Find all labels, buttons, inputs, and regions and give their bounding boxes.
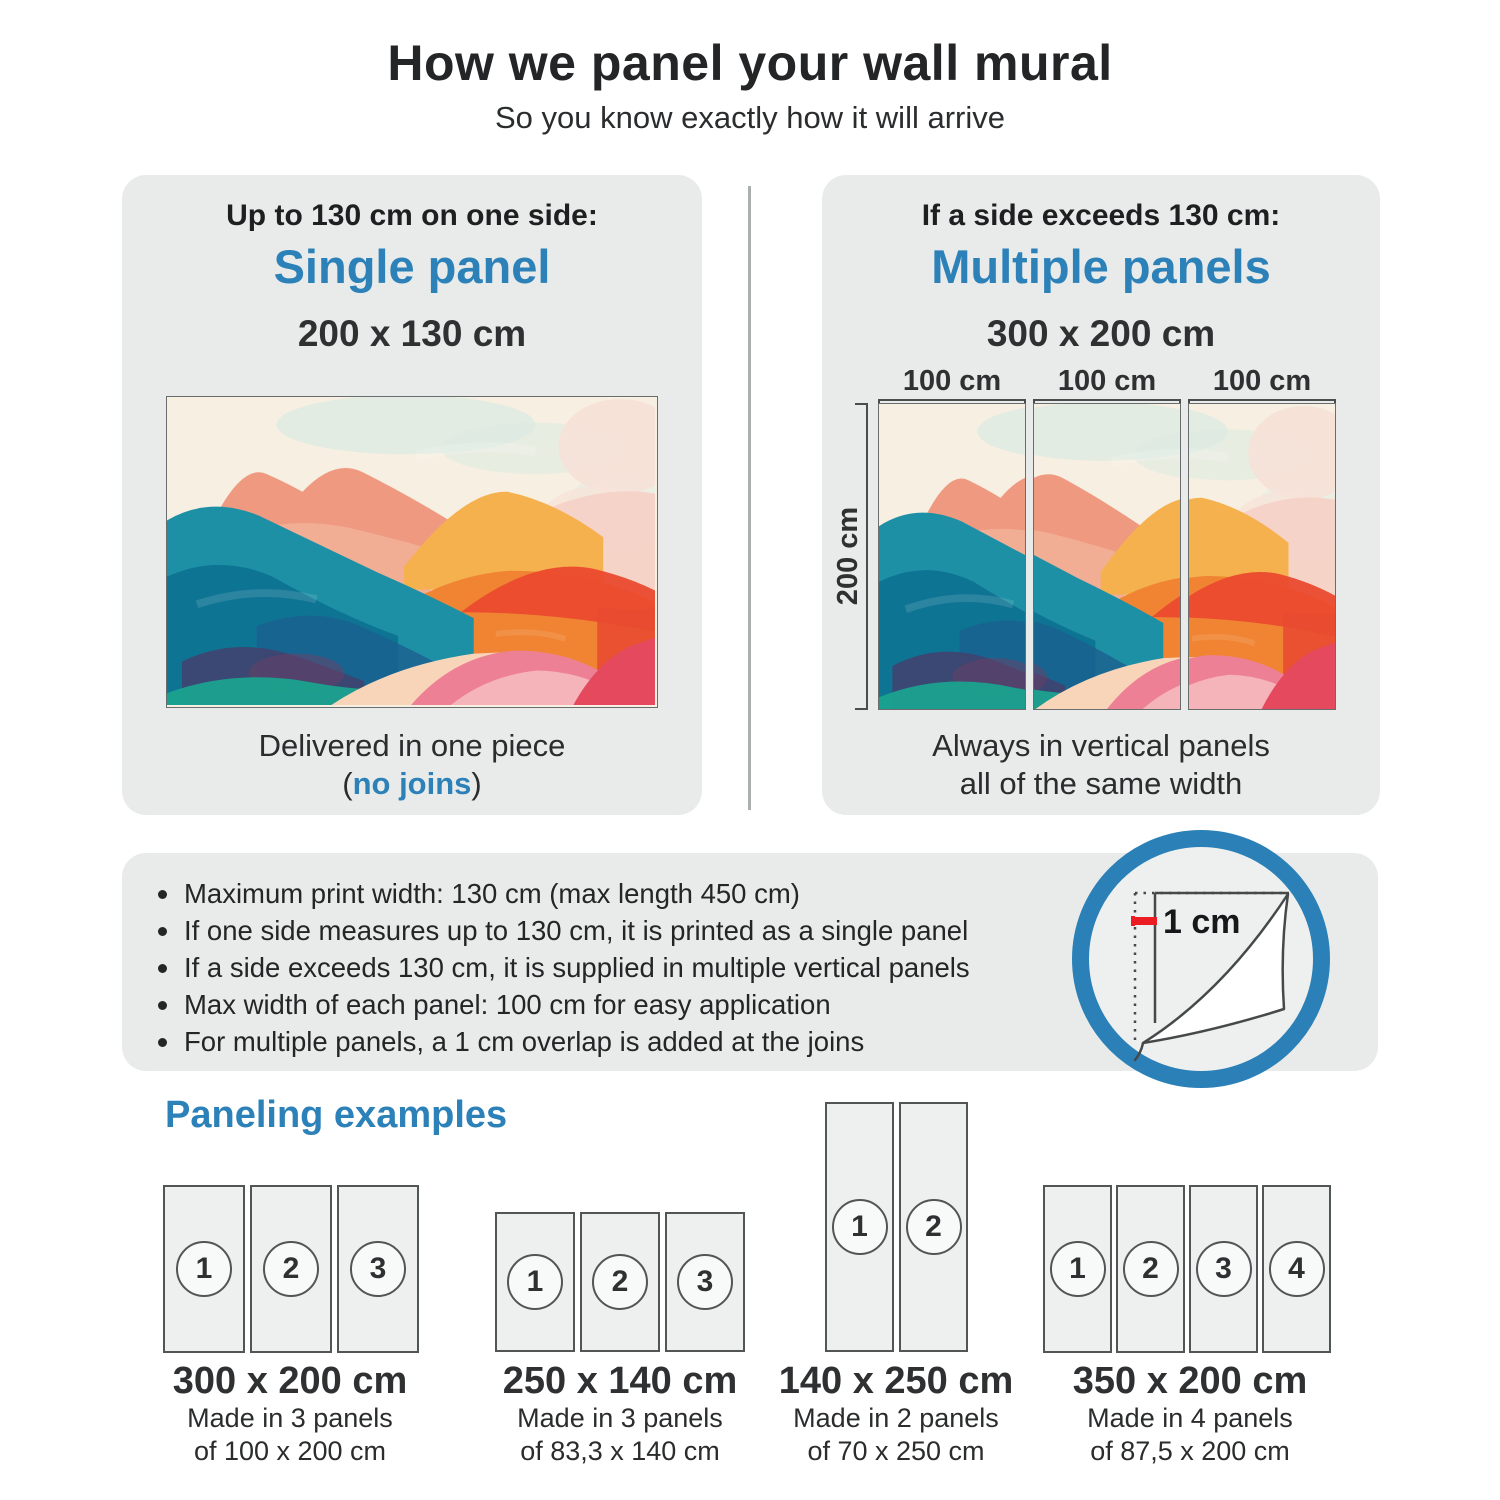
spec-bullet-item: For multiple panels, a 1 cm overlap is a… bbox=[158, 1025, 864, 1059]
cards-divider bbox=[748, 186, 751, 810]
mural-panel-3 bbox=[1188, 403, 1336, 710]
bullet-dot-icon bbox=[158, 1000, 167, 1010]
spec-bullet-item: If a side exceeds 130 cm, it is supplied… bbox=[158, 951, 970, 985]
mural-panel-2 bbox=[1033, 403, 1181, 710]
example-panel: 3 bbox=[337, 1185, 419, 1353]
page-subtitle: So you know exactly how it will arrive bbox=[495, 100, 1005, 135]
example-panel: 1 bbox=[825, 1102, 894, 1352]
example-made-in: Made in 3 panels bbox=[187, 1403, 393, 1433]
spec-bullet-item: Max width of each panel: 100 cm for easy… bbox=[158, 988, 831, 1022]
page-curl-icon: 1 cm bbox=[1072, 830, 1330, 1088]
panel-number-badge: 2 bbox=[1122, 1241, 1179, 1297]
spec-bullet-item: If one side measures up to 130 cm, it is… bbox=[158, 914, 968, 948]
example-panel: 1 bbox=[163, 1185, 245, 1353]
single-panel-heading: Single panel bbox=[273, 240, 551, 293]
single-panel-condition: Up to 130 cm on one side: bbox=[226, 199, 598, 232]
example-of: of 100 x 200 cm bbox=[193, 1436, 387, 1466]
example-size: 300 x 200 cm bbox=[172, 1360, 408, 1402]
multiple-panels-condition: If a side exceeds 130 cm: bbox=[921, 199, 1281, 232]
example-panel: 3 bbox=[1189, 1185, 1258, 1353]
examples-heading: Paneling examples bbox=[165, 1094, 508, 1136]
example-group-2-panels: 1 2 3 bbox=[495, 1212, 745, 1352]
multiple-panels-heading: Multiple panels bbox=[931, 240, 1271, 293]
example-panel: 3 bbox=[665, 1212, 745, 1352]
panel-number-badge: 3 bbox=[350, 1241, 406, 1297]
example-size: 140 x 250 cm bbox=[778, 1360, 1014, 1402]
panel-number-badge: 1 bbox=[176, 1241, 232, 1297]
page-title: How we panel your wall mural bbox=[387, 35, 1113, 91]
example-panel: 1 bbox=[495, 1212, 575, 1352]
bullet-dot-icon bbox=[158, 1037, 167, 1047]
mural-panel-1 bbox=[878, 403, 1026, 710]
example-panel: 2 bbox=[250, 1185, 332, 1353]
multiple-panels-caption-2: all of the same width bbox=[959, 766, 1243, 801]
multiple-panels-card: If a side exceeds 130 cm: Multiple panel… bbox=[822, 175, 1380, 815]
single-panel-caption-joins: (no joins) bbox=[122, 766, 702, 802]
spec-bullet-text: Max width of each panel: 100 cm for easy… bbox=[184, 989, 831, 1020]
bullet-dot-icon bbox=[158, 926, 167, 936]
paren-open: ( bbox=[342, 766, 353, 801]
panel-number-badge: 1 bbox=[831, 1199, 888, 1255]
example-group-3-panels: 1 2 bbox=[825, 1102, 968, 1352]
multiple-panels-caption-1: Always in vertical panels bbox=[932, 728, 1270, 763]
bullet-dot-icon bbox=[158, 963, 167, 973]
panel-number-badge: 1 bbox=[1049, 1241, 1106, 1297]
example-group-1-panels: 1 2 3 bbox=[163, 1185, 419, 1353]
example-panel: 2 bbox=[899, 1102, 968, 1352]
example-of: of 70 x 250 cm bbox=[807, 1436, 985, 1466]
example-size: 250 x 140 cm bbox=[502, 1360, 738, 1402]
no-joins-highlight: no joins bbox=[352, 766, 472, 801]
width-label-3: 100 cm bbox=[1212, 365, 1312, 397]
spec-bullet-text: If a side exceeds 130 cm, it is supplied… bbox=[184, 952, 970, 983]
example-panel: 2 bbox=[580, 1212, 660, 1352]
example-made-in: Made in 4 panels bbox=[1087, 1403, 1293, 1433]
example-panel: 1 bbox=[1043, 1185, 1112, 1353]
width-label-1: 100 cm bbox=[902, 365, 1002, 397]
spec-bullet-text: If one side measures up to 130 cm, it is… bbox=[184, 915, 969, 946]
width-label-2: 100 cm bbox=[1057, 365, 1157, 397]
overlap-measure-label: 1 cm bbox=[1163, 903, 1241, 941]
panel-number-badge: 3 bbox=[1195, 1241, 1252, 1297]
single-panel-caption: Delivered in one piece bbox=[258, 728, 566, 763]
panel-number-badge: 2 bbox=[592, 1254, 648, 1310]
panel-number-badge: 2 bbox=[263, 1241, 319, 1297]
multiple-panels-size: 300 x 200 cm bbox=[986, 313, 1216, 354]
spec-bullet-text: For multiple panels, a 1 cm overlap is a… bbox=[184, 1026, 865, 1057]
spec-bullet-item: Maximum print width: 130 cm (max length … bbox=[158, 877, 800, 911]
height-bracket bbox=[855, 403, 868, 710]
example-group-4-panels: 1 2 3 4 bbox=[1043, 1185, 1331, 1353]
spec-bullet-text: Maximum print width: 130 cm (max length … bbox=[184, 878, 800, 909]
panel-number-badge: 2 bbox=[905, 1199, 962, 1255]
single-panel-card: Up to 130 cm on one side: Single panel 2… bbox=[122, 175, 702, 815]
example-made-in: Made in 2 panels bbox=[793, 1403, 999, 1433]
example-size: 350 x 200 cm bbox=[1072, 1360, 1308, 1402]
example-made-in: Made in 3 panels bbox=[517, 1403, 723, 1433]
panel-number-badge: 1 bbox=[507, 1254, 563, 1310]
example-panel: 4 bbox=[1262, 1185, 1331, 1353]
panel-number-badge: 3 bbox=[677, 1254, 733, 1310]
example-of: of 87,5 x 200 cm bbox=[1090, 1436, 1290, 1466]
example-panel: 2 bbox=[1116, 1185, 1185, 1353]
paren-close: ) bbox=[471, 766, 482, 801]
bullet-dot-icon bbox=[158, 889, 167, 899]
height-label: 200 cm bbox=[832, 506, 864, 606]
single-panel-size: 200 x 130 cm bbox=[297, 313, 527, 354]
mural-artwork bbox=[166, 396, 658, 708]
example-of: of 83,3 x 140 cm bbox=[520, 1436, 720, 1466]
panel-number-badge: 4 bbox=[1268, 1241, 1325, 1297]
